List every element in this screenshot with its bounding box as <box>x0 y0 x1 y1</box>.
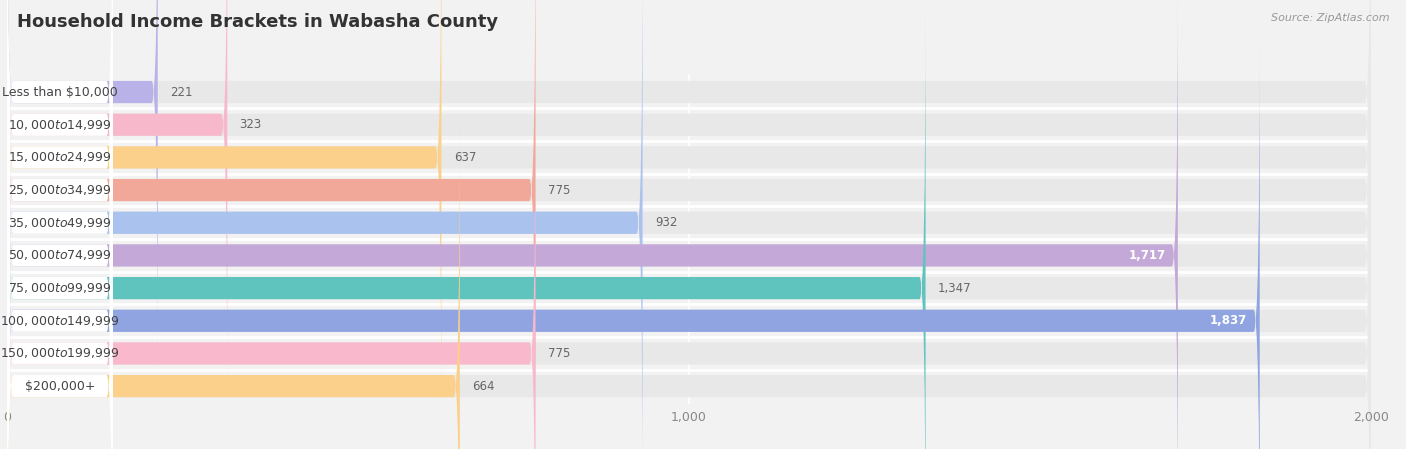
Text: $15,000 to $24,999: $15,000 to $24,999 <box>8 150 111 164</box>
Text: $200,000+: $200,000+ <box>25 379 96 392</box>
Text: $25,000 to $34,999: $25,000 to $34,999 <box>8 183 111 197</box>
Text: $35,000 to $49,999: $35,000 to $49,999 <box>8 216 111 230</box>
Text: 932: 932 <box>655 216 678 229</box>
FancyBboxPatch shape <box>7 0 1178 449</box>
Text: $150,000 to $199,999: $150,000 to $199,999 <box>0 347 120 361</box>
Text: $75,000 to $99,999: $75,000 to $99,999 <box>8 281 111 295</box>
FancyBboxPatch shape <box>7 0 1371 440</box>
FancyBboxPatch shape <box>7 0 228 408</box>
Text: 1,347: 1,347 <box>938 282 972 295</box>
FancyBboxPatch shape <box>7 103 1371 449</box>
FancyBboxPatch shape <box>7 0 112 449</box>
FancyBboxPatch shape <box>7 0 112 375</box>
FancyBboxPatch shape <box>7 70 1371 449</box>
FancyBboxPatch shape <box>7 0 112 408</box>
FancyBboxPatch shape <box>7 0 1371 449</box>
FancyBboxPatch shape <box>7 103 112 449</box>
Text: Source: ZipAtlas.com: Source: ZipAtlas.com <box>1271 13 1389 23</box>
Text: 775: 775 <box>548 347 571 360</box>
Text: Less than $10,000: Less than $10,000 <box>1 86 118 99</box>
FancyBboxPatch shape <box>7 0 112 449</box>
Text: 1,837: 1,837 <box>1211 314 1247 327</box>
FancyBboxPatch shape <box>7 0 112 449</box>
FancyBboxPatch shape <box>7 0 112 440</box>
FancyBboxPatch shape <box>7 0 1371 449</box>
Text: 1,717: 1,717 <box>1129 249 1166 262</box>
FancyBboxPatch shape <box>7 0 1371 375</box>
Text: $100,000 to $149,999: $100,000 to $149,999 <box>0 314 120 328</box>
FancyBboxPatch shape <box>7 0 1371 449</box>
Text: 221: 221 <box>170 86 193 99</box>
Text: $10,000 to $14,999: $10,000 to $14,999 <box>8 118 111 132</box>
Text: 775: 775 <box>548 184 571 197</box>
FancyBboxPatch shape <box>7 38 112 449</box>
FancyBboxPatch shape <box>7 103 460 449</box>
FancyBboxPatch shape <box>7 5 925 449</box>
FancyBboxPatch shape <box>7 38 1371 449</box>
Text: 664: 664 <box>472 379 495 392</box>
FancyBboxPatch shape <box>7 70 536 449</box>
Text: $50,000 to $74,999: $50,000 to $74,999 <box>8 248 111 262</box>
FancyBboxPatch shape <box>7 5 1371 449</box>
Text: Household Income Brackets in Wabasha County: Household Income Brackets in Wabasha Cou… <box>17 13 498 31</box>
FancyBboxPatch shape <box>7 0 536 449</box>
FancyBboxPatch shape <box>7 70 112 449</box>
FancyBboxPatch shape <box>7 0 441 440</box>
FancyBboxPatch shape <box>7 38 1260 449</box>
Text: 323: 323 <box>239 118 262 131</box>
FancyBboxPatch shape <box>7 0 1371 408</box>
Text: 637: 637 <box>454 151 477 164</box>
FancyBboxPatch shape <box>7 0 643 449</box>
FancyBboxPatch shape <box>7 5 112 449</box>
FancyBboxPatch shape <box>7 0 157 375</box>
